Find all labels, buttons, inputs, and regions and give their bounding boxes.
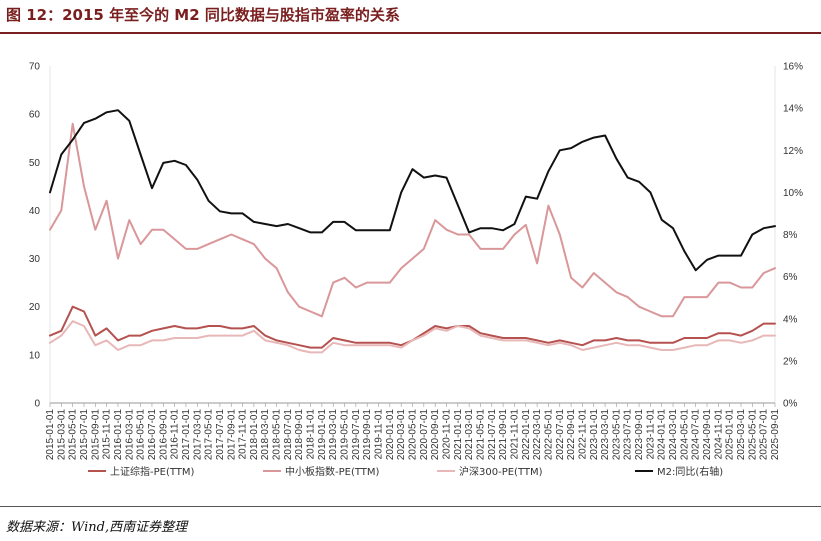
x-tick-label: 2015-01-01 [45, 409, 56, 461]
x-tick-label: 2021-03-01 [464, 409, 475, 461]
x-tick-label: 2025-01-01 [725, 409, 736, 461]
x-tick-label: 2025-07-01 [759, 409, 770, 461]
x-tick-label: 2024-07-01 [691, 409, 702, 461]
y-left-tick-label: 0 [34, 399, 40, 410]
x-tick-label: 2015-03-01 [56, 409, 67, 461]
x-tick-label: 2015-05-01 [68, 409, 79, 461]
x-tick-label: 2019-09-01 [362, 409, 373, 461]
x-tick-label: 2023-03-01 [600, 409, 611, 461]
x-tick-label: 2025-09-01 [770, 409, 781, 461]
x-tick-label: 2019-11-01 [374, 409, 385, 460]
x-tick-label: 2024-09-01 [702, 409, 713, 461]
legend-label: M2:同比(右轴) [657, 465, 723, 478]
x-tick-label: 2015-11-01 [102, 409, 113, 460]
x-tick-label: 2025-05-01 [747, 409, 758, 461]
x-tick-label: 2020-11-01 [441, 409, 452, 460]
x-tick-label: 2024-03-01 [668, 409, 679, 461]
x-tick-label: 2023-09-01 [634, 409, 645, 461]
x-tick-label: 2017-11-01 [238, 409, 249, 460]
figure-title: 图 12：2015 年至今的 M2 同比数据与股指市盈率的关系 [6, 6, 400, 24]
x-tick-label: 2018-01-01 [249, 409, 260, 461]
x-tick-label: 2022-11-01 [577, 409, 588, 460]
legend-label: 中小板指数-PE(TTM) [285, 465, 380, 478]
x-tick-label: 2021-09-01 [498, 409, 509, 461]
x-tick-label: 2020-01-01 [385, 409, 396, 461]
x-tick-label: 2019-05-01 [340, 409, 351, 461]
x-tick-label: 2018-03-01 [260, 409, 271, 461]
x-tick-label: 2018-11-01 [306, 409, 317, 460]
series-lines-group [49, 109, 776, 354]
x-tick-label: 2019-07-01 [351, 409, 362, 461]
x-tick-label: 2017-05-01 [204, 409, 215, 461]
x-tick-label: 2015-09-01 [90, 409, 101, 461]
axes-group: 0 10 20 30 40 50 60 70 0% 2% 4% 6% 8% 10% 12% 14% 16% 201… [29, 62, 803, 461]
x-tick-label: 2021-11-01 [509, 409, 520, 460]
x-tick-label: 2016-01-01 [113, 409, 124, 461]
x-tick-label: 2017-01-01 [181, 409, 192, 461]
x-tick-label: 2016-03-01 [124, 409, 135, 461]
x-tick-label: 2021-01-01 [453, 409, 464, 461]
series-line [49, 320, 776, 354]
x-tick-label: 2022-03-01 [532, 409, 543, 461]
x-tick-label: 2022-07-01 [555, 409, 566, 461]
y-left-tick-label: 60 [29, 110, 41, 121]
y-left-tick-label: 30 [29, 254, 41, 265]
x-tick-label: 2016-09-01 [158, 409, 169, 461]
x-tick-label: 2016-05-01 [136, 409, 147, 461]
legend-label: 上证综指-PE(TTM) [110, 465, 195, 478]
x-tick-label: 2021-07-01 [487, 409, 498, 461]
x-tick-label: 2017-03-01 [192, 409, 203, 461]
bottom-rule [0, 506, 821, 507]
x-tick-label: 2023-11-01 [645, 409, 656, 460]
y-right-tick-label: 16% [783, 62, 803, 73]
x-tick-label: 2023-01-01 [589, 409, 600, 461]
x-tick-label: 2021-05-01 [475, 409, 486, 461]
y-right-tick-label: 6% [783, 272, 798, 283]
y-left-tick-label: 20 [29, 302, 41, 313]
legend: 上证综指-PE(TTM) 中小板指数-PE(TTM) 沪深300-PE(TTM) M2… [88, 465, 723, 478]
x-tick-label: 2020-03-01 [396, 409, 407, 461]
y-right-tick-label: 8% [783, 230, 798, 241]
x-tick-label: 2023-07-01 [623, 409, 634, 461]
y-left-tick-label: 10 [29, 350, 41, 361]
x-tick-label: 2015-07-01 [79, 409, 90, 461]
x-tick-label: 2019-03-01 [328, 409, 339, 461]
series-line [49, 122, 776, 318]
y-right-tick-label: 12% [783, 146, 803, 157]
y-right-tick-label: 14% [783, 104, 803, 115]
y-right-tick-label: 10% [783, 188, 803, 199]
x-tick-label: 2018-05-01 [272, 409, 283, 461]
x-tick-label: 2020-09-01 [430, 409, 441, 461]
x-tick-label: 2016-11-01 [170, 409, 181, 460]
x-tick-label: 2020-07-01 [419, 409, 430, 461]
title-rule [0, 32, 821, 34]
x-tick-label: 2018-07-01 [283, 409, 294, 461]
x-tick-label: 2023-05-01 [611, 409, 622, 461]
y-right-tick-label: 2% [783, 356, 798, 367]
series-line [49, 109, 776, 272]
y-left-tick-label: 40 [29, 206, 41, 217]
source-note: 数据来源：Wind,西南证券整理 [6, 520, 188, 535]
x-tick-label: 2016-07-01 [147, 409, 158, 461]
y-right-tick-label: 0% [783, 399, 798, 410]
x-tick-label: 2024-11-01 [713, 409, 724, 460]
x-tick-label: 2017-09-01 [226, 409, 237, 461]
y-left-tick-label: 70 [29, 62, 41, 73]
y-right-tick-label: 4% [783, 314, 798, 325]
x-tick-label: 2024-01-01 [657, 409, 668, 461]
x-tick-label: 2022-05-01 [543, 409, 554, 461]
legend-label: 沪深300-PE(TTM) [459, 465, 543, 478]
x-tick-label: 2025-03-01 [736, 409, 747, 461]
y-left-tick-label: 50 [29, 158, 41, 169]
x-tick-label: 2020-05-01 [408, 409, 419, 461]
x-tick-label: 2022-01-01 [521, 409, 532, 461]
x-tick-label: 2024-05-01 [679, 409, 690, 461]
x-tick-label: 2019-01-01 [317, 409, 328, 461]
x-tick-label: 2022-09-01 [566, 409, 577, 461]
x-tick-label: 2018-09-01 [294, 409, 305, 461]
line-chart: 0 10 20 30 40 50 60 70 0% 2% 4% 6% 8% 10% 12% 14% 16% 201… [29, 62, 803, 479]
x-tick-label: 2017-07-01 [215, 409, 226, 461]
